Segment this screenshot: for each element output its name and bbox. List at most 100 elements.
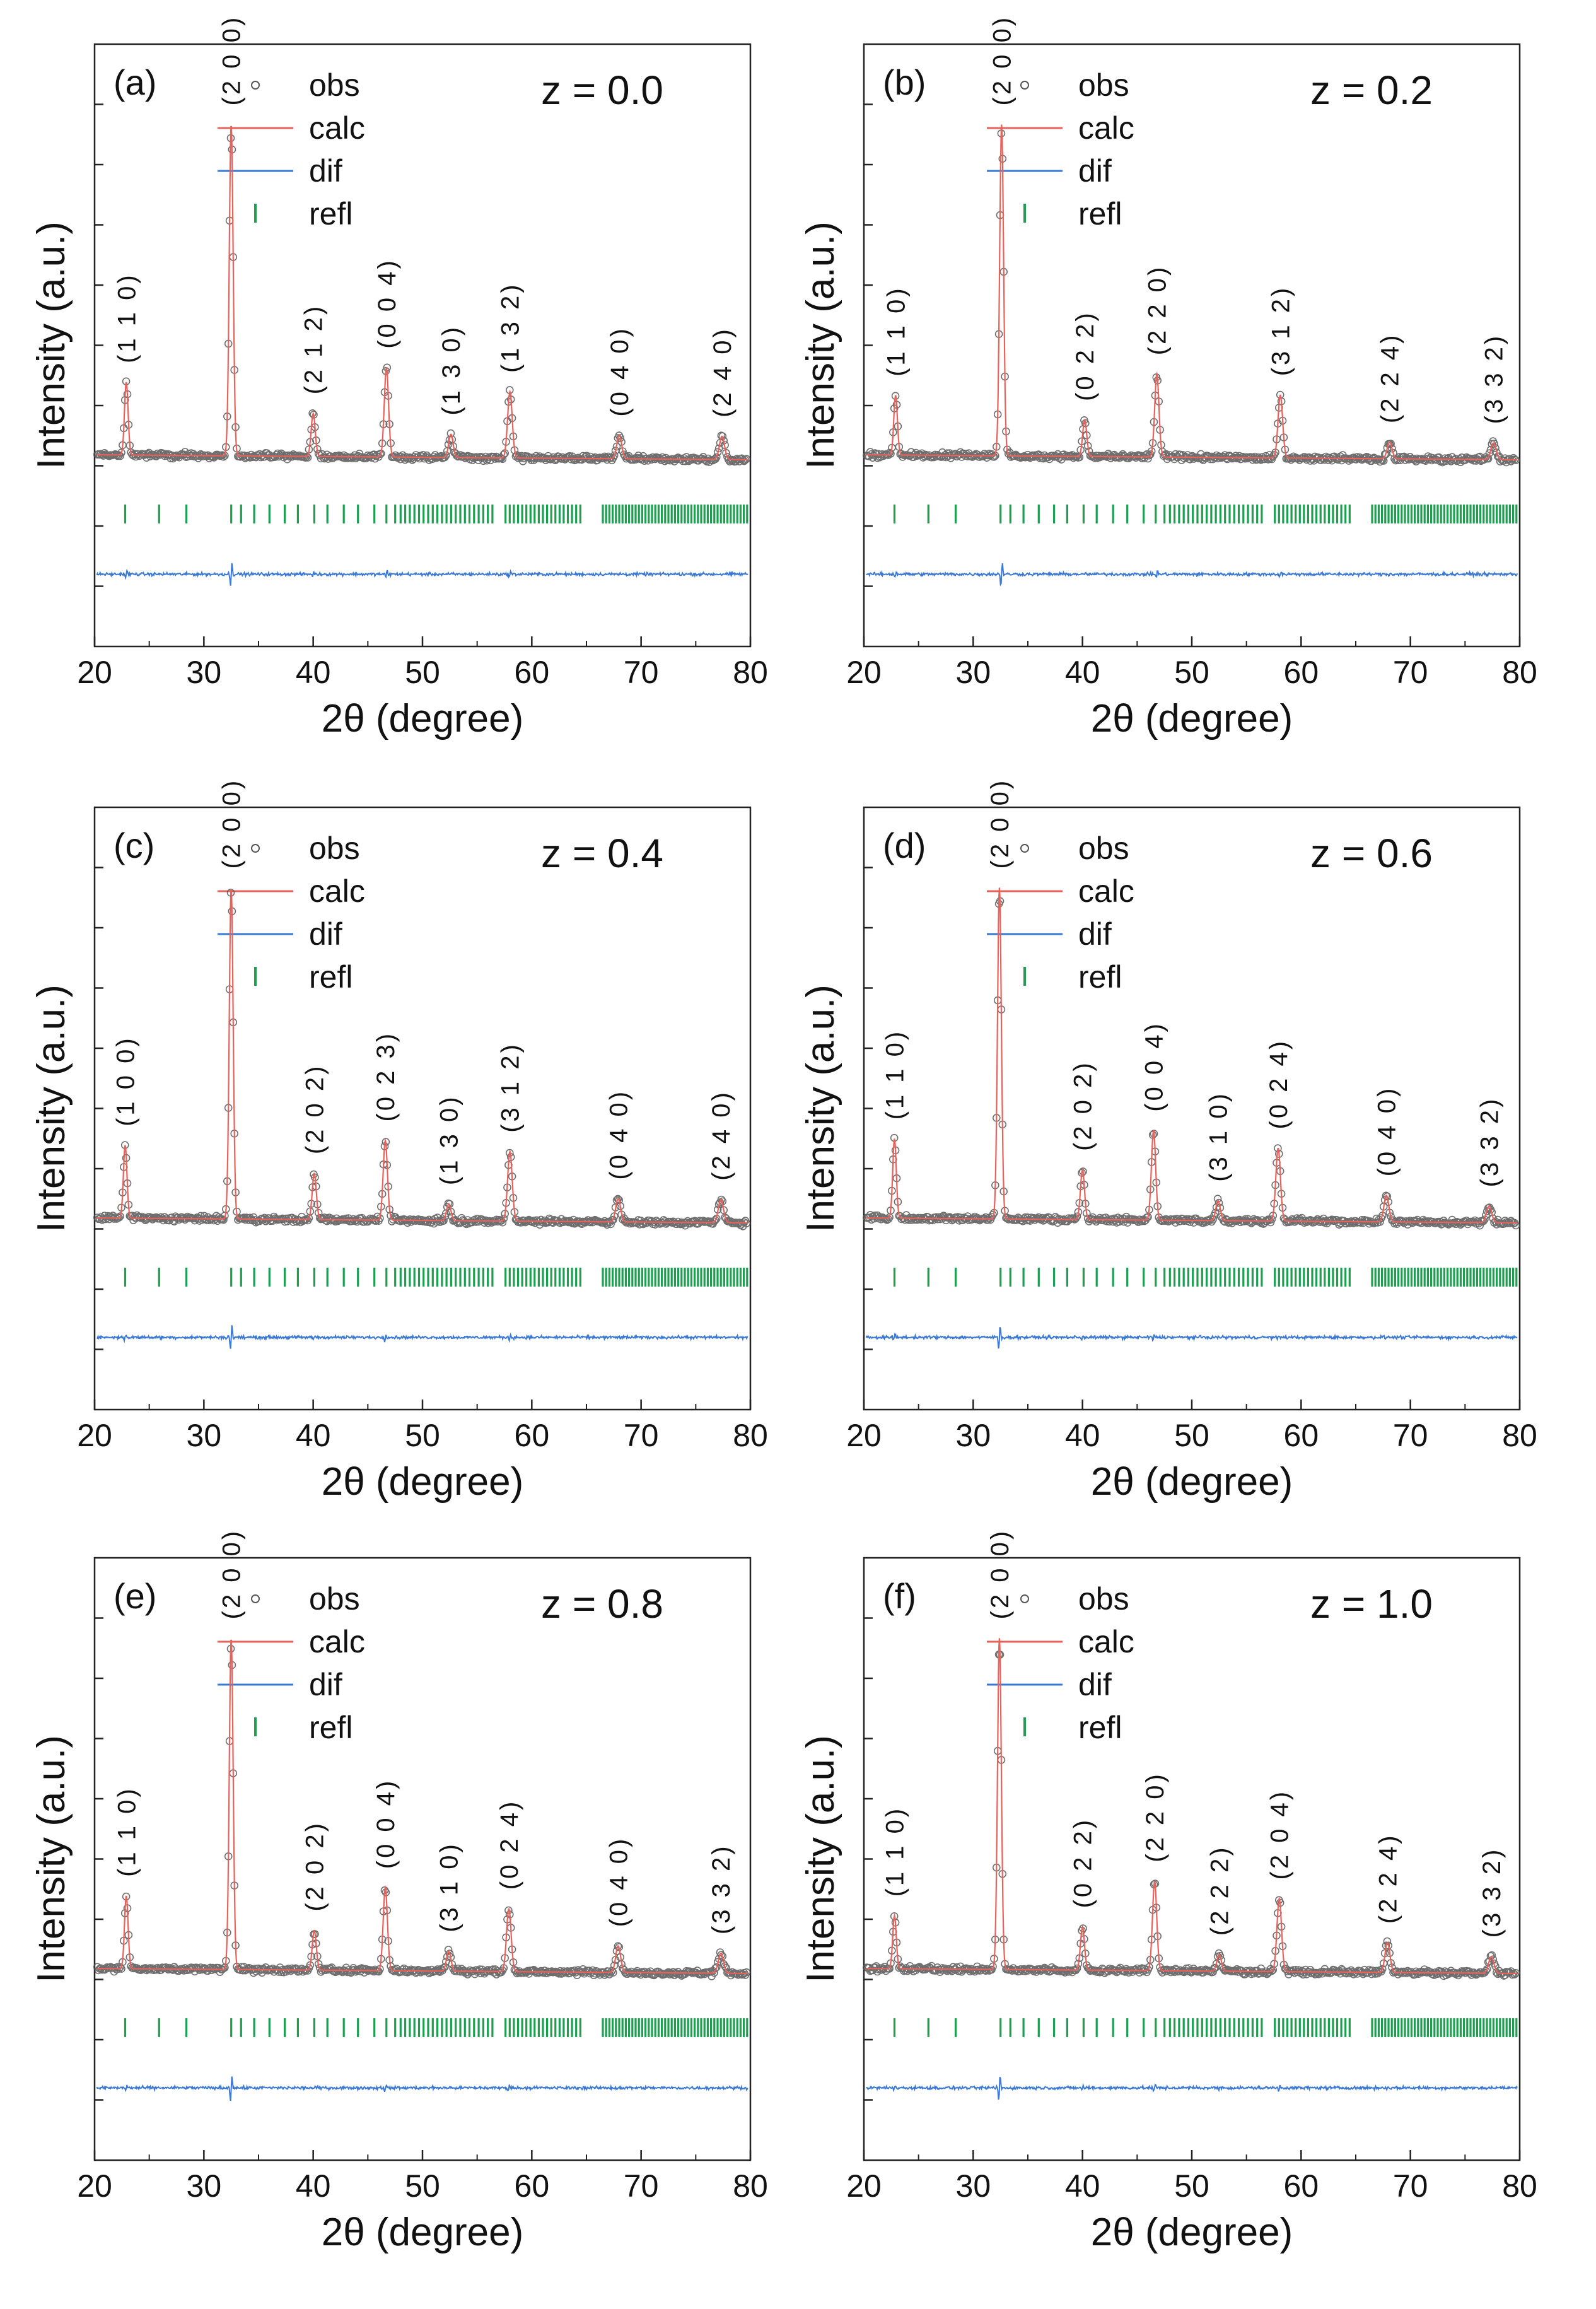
x-tick-label: 60 xyxy=(1284,2168,1319,2204)
obs-point xyxy=(648,453,657,462)
panel-label: (c) xyxy=(114,826,154,865)
obs-point xyxy=(546,455,555,464)
peak-label: (0 4 0) xyxy=(605,1837,632,1927)
x-tick-label: 80 xyxy=(1502,1418,1537,1453)
obs-point xyxy=(348,1217,356,1225)
obs-point xyxy=(907,1216,916,1224)
x-tick-label: 70 xyxy=(624,1418,659,1453)
legend: obs calc dif refl xyxy=(218,831,365,995)
panel-label: (b) xyxy=(883,62,926,102)
obs-point xyxy=(295,1217,304,1225)
obs-point xyxy=(1026,453,1034,462)
peak-label: (0 0 4) xyxy=(372,1779,400,1869)
obs-point xyxy=(1384,1941,1393,1950)
obs-point xyxy=(1482,1211,1490,1220)
obs-point xyxy=(1216,1951,1225,1960)
obs-point xyxy=(1378,1965,1387,1973)
legend-dif-label: dif xyxy=(309,153,342,189)
obs-points xyxy=(93,1644,751,1980)
calc-curve xyxy=(866,124,1517,460)
peak-label: (0 0 4) xyxy=(1140,1021,1168,1112)
obs-point xyxy=(1073,1964,1081,1973)
x-tick-label: 20 xyxy=(77,655,112,690)
obs-point xyxy=(717,1195,726,1204)
legend-refl-label: refl xyxy=(1078,1710,1122,1745)
x-tick-label: 80 xyxy=(733,1418,768,1453)
x-axis-title: 2θ (degree) xyxy=(322,697,524,740)
x-tick-label: 20 xyxy=(77,1418,112,1453)
obs-point xyxy=(1389,448,1397,457)
legend-calc-label: calc xyxy=(309,874,365,909)
peak-label: (2 2 4) xyxy=(1377,333,1404,424)
obs-point xyxy=(213,1217,222,1225)
peak-label: (0 2 2) xyxy=(1071,310,1099,401)
obs-point xyxy=(477,452,485,461)
y-axis-title: Intensity (a.u.) xyxy=(30,985,73,1232)
peak-label: (3 3 2) xyxy=(1478,1847,1506,1938)
refl-marks xyxy=(124,2018,748,2037)
peak-label: (0 0 4) xyxy=(373,258,401,349)
x-tick-label: 30 xyxy=(956,1418,991,1453)
obs-point xyxy=(499,1214,508,1223)
x-tick-label: 30 xyxy=(956,2168,991,2204)
obs-point xyxy=(742,455,751,464)
peak-label: (0 2 4) xyxy=(1265,1039,1293,1130)
panel-label: (e) xyxy=(114,1576,156,1616)
obs-point xyxy=(295,1967,304,1975)
legend-dif-label: dif xyxy=(1078,153,1112,189)
x-tick-label: 70 xyxy=(1393,1418,1428,1453)
x-tick-label: 50 xyxy=(1174,1418,1209,1453)
peak-label: (2 2 4) xyxy=(1374,1833,1402,1924)
legend-obs-label: obs xyxy=(309,831,360,866)
legend-calc-label: calc xyxy=(1078,110,1134,146)
peak-label: (0 2 3) xyxy=(372,1031,400,1122)
peak-label: (2 4 0) xyxy=(709,327,737,418)
x-axis-title: 2θ (degree) xyxy=(322,2211,524,2254)
obs-point xyxy=(219,1215,228,1224)
obs-point xyxy=(446,429,455,438)
obs-point xyxy=(1028,451,1037,460)
x-tick-label: 20 xyxy=(846,2168,882,2204)
peak-label: (2 2 2) xyxy=(1206,1845,1233,1936)
obs-point xyxy=(733,455,741,463)
obs-point xyxy=(915,1215,924,1224)
peak-label: (3 3 2) xyxy=(708,1844,735,1934)
obs-point xyxy=(116,1963,124,1972)
x-tick-label: 80 xyxy=(1502,655,1537,690)
obs-point xyxy=(738,454,746,463)
panel-label: (f) xyxy=(883,1576,916,1616)
legend-calc-label: calc xyxy=(1078,1624,1134,1659)
obs-point xyxy=(990,452,998,461)
plot-frame xyxy=(93,43,752,648)
peak-label: (2 0 2) xyxy=(1069,1060,1097,1151)
obs-point xyxy=(260,1213,269,1222)
obs-point xyxy=(360,1217,368,1226)
refl-marks xyxy=(893,1267,1518,1287)
peak-label: (2 0 0) xyxy=(218,1529,246,1620)
legend-obs-label: obs xyxy=(309,67,360,103)
chart-panel-c: 20 30 40 50 60 70 80 2θ (degree) Intensity (a.u.… xyxy=(30,778,768,1504)
peak-label: (2 4 0) xyxy=(708,1090,735,1181)
legend-calc-label: calc xyxy=(309,110,365,146)
obs-point xyxy=(711,1216,719,1224)
x-axis-title: 2θ (degree) xyxy=(322,1460,524,1504)
obs-point xyxy=(615,1196,624,1205)
panel-label: (a) xyxy=(114,62,156,102)
x-tick-label: 30 xyxy=(187,2168,222,2204)
legend: obs calc dif refl xyxy=(987,1581,1134,1745)
dif-curve xyxy=(96,563,748,586)
plot-frame xyxy=(863,1557,1521,2161)
peak-label: (0 4 0) xyxy=(606,326,634,417)
x-tick-label: 80 xyxy=(733,655,768,690)
obs-point xyxy=(144,450,152,459)
x-tick-label: 40 xyxy=(1065,655,1100,690)
legend: obs calc dif refl xyxy=(218,1581,365,1745)
obs-point xyxy=(116,452,124,460)
calc-curve xyxy=(866,887,1517,1224)
obs-point xyxy=(1269,452,1278,460)
dif-curve xyxy=(866,2076,1518,2100)
obs-point xyxy=(1314,1970,1323,1979)
obs-point xyxy=(269,1217,277,1225)
chart-panel-d: 20 30 40 50 60 70 80 2θ (degree) Intensity (a.u.… xyxy=(799,778,1537,1504)
x-tick-label: 60 xyxy=(1284,655,1319,690)
